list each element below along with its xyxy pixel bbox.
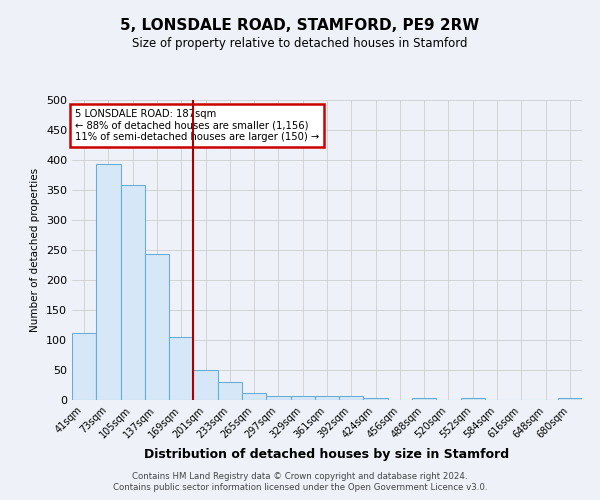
Bar	[364, 398, 388, 400]
Bar	[461, 398, 485, 400]
Bar	[121, 184, 145, 400]
X-axis label: Distribution of detached houses by size in Stamford: Distribution of detached houses by size …	[145, 448, 509, 461]
Bar	[242, 394, 266, 400]
Bar	[412, 398, 436, 400]
Text: Contains public sector information licensed under the Open Government Licence v3: Contains public sector information licen…	[113, 484, 487, 492]
Y-axis label: Number of detached properties: Number of detached properties	[31, 168, 40, 332]
Bar	[290, 396, 315, 400]
Bar	[169, 337, 193, 400]
Bar	[339, 396, 364, 400]
Bar	[315, 396, 339, 400]
Bar	[72, 334, 96, 400]
Bar	[193, 370, 218, 400]
Bar	[218, 382, 242, 400]
Text: 5, LONSDALE ROAD, STAMFORD, PE9 2RW: 5, LONSDALE ROAD, STAMFORD, PE9 2RW	[121, 18, 479, 32]
Text: Contains HM Land Registry data © Crown copyright and database right 2024.: Contains HM Land Registry data © Crown c…	[132, 472, 468, 481]
Bar	[145, 254, 169, 400]
Bar	[558, 398, 582, 400]
Bar	[266, 396, 290, 400]
Text: Size of property relative to detached houses in Stamford: Size of property relative to detached ho…	[132, 38, 468, 51]
Text: 5 LONSDALE ROAD: 187sqm
← 88% of detached houses are smaller (1,156)
11% of semi: 5 LONSDALE ROAD: 187sqm ← 88% of detache…	[74, 109, 319, 142]
Bar	[96, 164, 121, 400]
